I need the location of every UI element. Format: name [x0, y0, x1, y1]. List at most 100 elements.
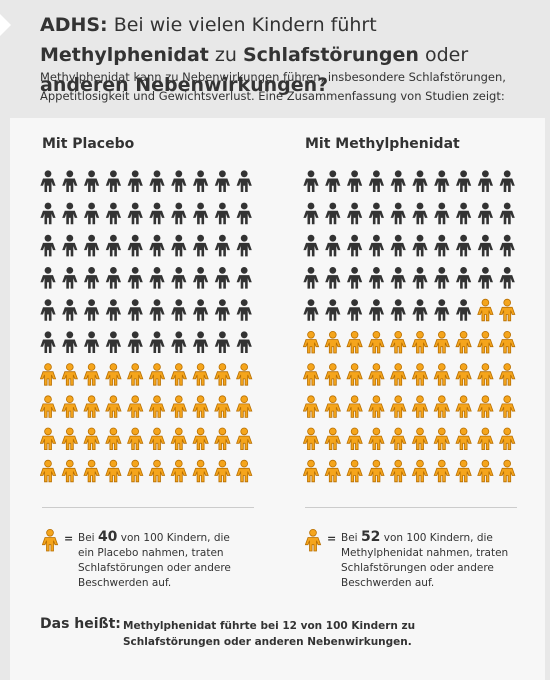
person-unaffected	[62, 267, 78, 289]
person-affected	[236, 427, 253, 451]
person-body	[434, 210, 450, 225]
person-body	[40, 210, 56, 225]
person-head	[416, 459, 424, 468]
person-head	[110, 267, 117, 274]
person-unaffected	[171, 267, 187, 289]
person-unaffected	[412, 202, 428, 225]
person-head	[350, 427, 359, 436]
person-affected	[346, 427, 363, 451]
person-head	[351, 299, 358, 306]
person-body	[325, 210, 341, 225]
person-body	[148, 467, 166, 483]
person-head	[131, 267, 139, 274]
person-affected	[105, 363, 122, 386]
person-head	[459, 395, 468, 403]
person-head	[153, 459, 161, 468]
person-affected	[105, 395, 122, 418]
person-head	[438, 234, 446, 242]
person-head	[240, 395, 248, 403]
person-head	[110, 202, 117, 210]
person-unaffected	[456, 170, 472, 192]
person-affected	[303, 395, 320, 418]
person-body	[434, 242, 450, 257]
person-head	[197, 267, 204, 274]
legend-text: Bei 40 von 100 Kindern, die ein Placebo …	[78, 530, 248, 591]
person-head	[153, 170, 161, 178]
person-affected	[303, 330, 320, 354]
person-unaffected	[434, 267, 450, 289]
person-head	[350, 330, 359, 339]
person-affected	[192, 459, 209, 483]
person-body	[477, 275, 493, 289]
person-head	[482, 202, 489, 210]
person-head	[373, 202, 380, 210]
person-unaffected	[390, 299, 406, 321]
person-head	[394, 363, 402, 371]
person-body	[214, 403, 231, 418]
person-body	[390, 178, 406, 192]
person-body	[149, 275, 165, 289]
person-head	[153, 363, 161, 371]
person-body	[303, 435, 320, 451]
person-head	[240, 234, 248, 242]
person-body	[40, 339, 56, 353]
person-unaffected	[368, 170, 384, 192]
person-unaffected	[347, 267, 363, 289]
person-body	[303, 178, 319, 192]
person-affected	[390, 395, 407, 418]
person-affected	[192, 427, 209, 451]
person-body	[192, 435, 209, 451]
person-body	[411, 403, 429, 418]
person-body	[214, 371, 231, 386]
person-head	[394, 267, 402, 274]
person-unaffected	[303, 267, 319, 289]
person-body	[149, 210, 165, 225]
person-body	[83, 435, 100, 451]
person-affected	[433, 395, 450, 418]
person-body	[325, 178, 341, 192]
title-part: Schlafstörungen	[242, 44, 419, 66]
person-unaffected	[214, 202, 230, 225]
person-head	[110, 331, 117, 339]
person-body	[455, 339, 472, 354]
person-head	[197, 234, 204, 242]
person-unaffected	[499, 267, 515, 289]
person-head	[131, 331, 139, 339]
person-head	[240, 267, 248, 274]
legend-equals: =	[64, 532, 74, 545]
legend-text: Bei 52 von 100 Kindern, die Methylphenid…	[341, 530, 511, 591]
person-head	[329, 267, 337, 274]
person-body	[412, 178, 428, 192]
person-head	[88, 331, 95, 339]
person-head	[44, 267, 52, 274]
separator	[42, 507, 254, 508]
person-affected	[390, 427, 407, 451]
person-unaffected	[40, 234, 56, 257]
person-head	[372, 330, 381, 339]
person-body	[193, 275, 209, 289]
person-head	[351, 170, 358, 178]
person-head	[460, 267, 467, 274]
person-affected	[368, 363, 385, 386]
person-body	[412, 210, 428, 225]
person-body	[171, 242, 187, 257]
person-unaffected	[390, 170, 406, 192]
person-body	[127, 242, 143, 257]
person-body	[40, 275, 56, 289]
person-body	[412, 275, 428, 289]
person-affected	[61, 459, 78, 483]
person-head	[66, 299, 74, 306]
person-unaffected	[40, 331, 56, 353]
person-body	[499, 339, 516, 354]
person-unaffected	[303, 299, 319, 321]
person-affected	[390, 330, 407, 354]
person-unaffected	[456, 299, 472, 321]
person-unaffected	[149, 267, 165, 289]
person-unaffected	[325, 170, 341, 192]
person-body	[127, 467, 144, 483]
person-affected	[83, 459, 100, 483]
person-unaffected	[214, 170, 230, 192]
person-head	[328, 363, 337, 371]
person-body	[346, 467, 363, 483]
person-body	[368, 242, 384, 257]
